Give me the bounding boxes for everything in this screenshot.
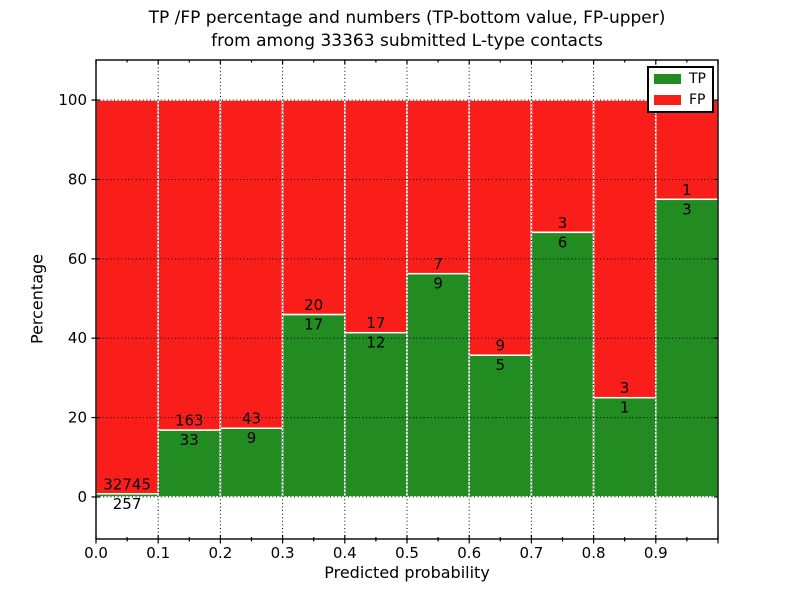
fp-count-label: 7 [433, 255, 443, 273]
x-tick-label: 0.5 [395, 544, 419, 562]
tp-count-label: 12 [366, 334, 385, 352]
tp-count-label: 33 [180, 431, 199, 449]
fp-bar-segment [592, 99, 657, 399]
x-tick-label: 0.4 [333, 544, 357, 562]
fp-count-label: 43 [242, 410, 261, 428]
fp-bar-segment [406, 99, 470, 275]
tp-bar-segment [281, 313, 346, 498]
tp-count-label: 17 [304, 316, 323, 334]
fp-count-label: 3 [558, 214, 568, 232]
fp-count-label: 9 [496, 337, 506, 355]
fp-count-label: 17 [366, 314, 385, 332]
tp-count-label: 9 [433, 275, 443, 293]
x-tick-label: 0.2 [208, 544, 232, 562]
fp-count-label: 1 [682, 181, 692, 199]
x-tick-label: 0.1 [146, 544, 170, 562]
tp-count-label: 1 [620, 399, 630, 417]
tp-bar-segment [655, 198, 719, 498]
tp-bar-segment [406, 272, 470, 498]
fp-bar-segment [344, 99, 408, 334]
y-tick-label: 20 [68, 409, 87, 427]
tp-bar-segment [468, 354, 533, 498]
tp-count-label: 257 [113, 495, 142, 513]
fp-bar-segment [157, 99, 222, 431]
fp-count-label: 32745 [103, 475, 151, 493]
y-axis-label: Percentage [27, 253, 47, 345]
chart-title-line1: TP /FP percentage and numbers (TP-bottom… [148, 8, 666, 28]
tp-count-label: 6 [558, 233, 568, 251]
y-tick-label: 0 [77, 488, 87, 506]
fp-legend-label: FP [689, 92, 706, 108]
y-tick-label: 80 [68, 170, 87, 188]
fp-count-label: 163 [175, 412, 204, 430]
x-tick-label: 0.8 [582, 544, 606, 562]
fp-bar-segment [95, 99, 159, 495]
chart-title-line2: from among 33363 submitted L-type contac… [211, 31, 603, 52]
x-axis-label: Predicted probability [324, 563, 490, 582]
fp-bar-segment [655, 99, 719, 201]
tp-bar-segment [344, 331, 408, 498]
legend: TP FP [647, 66, 714, 113]
y-tick-label: 60 [68, 250, 87, 268]
x-tick-label: 0.0 [84, 544, 108, 562]
tp-legend-swatch [654, 74, 681, 84]
x-tick-label: 0.9 [644, 544, 668, 562]
x-tick-label: 0.3 [271, 544, 295, 562]
y-tick-label: 100 [58, 91, 87, 109]
x-tick-label: 0.7 [519, 544, 543, 562]
fp-bar-segment [468, 99, 533, 356]
legend-item-fp: FP [654, 93, 712, 107]
fp-count-label: 20 [304, 296, 323, 314]
tp-legend-label: TP [689, 71, 706, 87]
y-tick-label: 40 [68, 329, 87, 347]
legend-item-tp: TP [654, 72, 712, 86]
tp-bar-segment [530, 231, 595, 498]
x-tick-label: 0.6 [457, 544, 481, 562]
chart-title: TP /FP percentage and numbers (TP-bottom… [96, 7, 718, 54]
tp-count-label: 3 [682, 200, 692, 218]
fp-legend-swatch [654, 95, 681, 105]
fp-bar-segment [281, 99, 346, 316]
tp-bar-segment [219, 427, 284, 498]
tp-count-label: 9 [247, 429, 257, 447]
fp-bar-segment [530, 99, 595, 234]
tp-count-label: 5 [496, 356, 506, 374]
fp-bar-segment [219, 99, 284, 429]
fp-count-label: 3 [620, 379, 630, 397]
